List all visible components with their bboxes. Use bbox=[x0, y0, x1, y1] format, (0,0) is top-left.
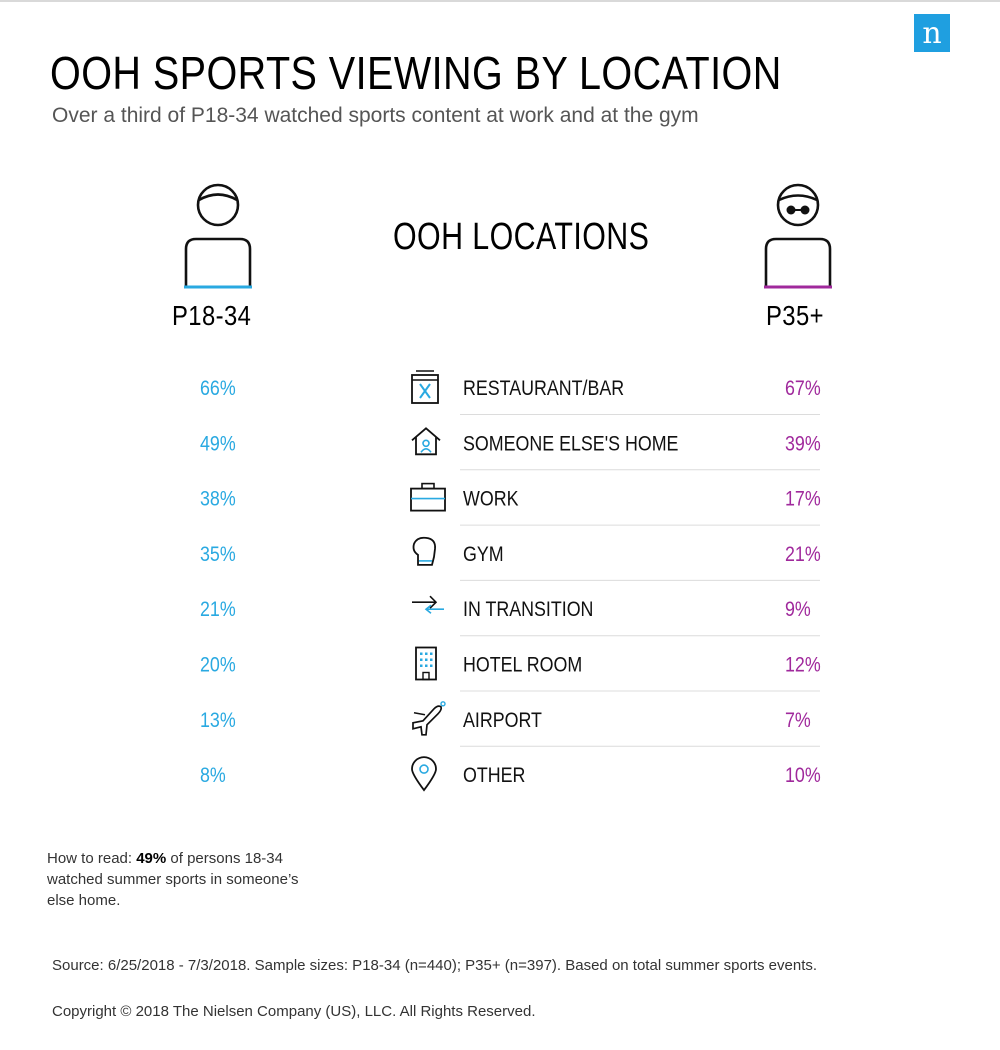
location-table: 66% RESTAURANT/BAR 67% 49% SOMEONE ELSE'S HO… bbox=[200, 370, 821, 792]
p35plus-value: 39% bbox=[785, 432, 821, 456]
p18-34-header: P18-34 bbox=[172, 300, 252, 331]
how-to-read-prefix: How to read: bbox=[47, 850, 137, 867]
p35plus-value: 9% bbox=[785, 598, 811, 622]
p18-34-value: 8% bbox=[200, 764, 226, 788]
p35plus-value: 21% bbox=[785, 543, 821, 567]
boxing-glove-icon bbox=[412, 536, 436, 566]
location-label: GYM bbox=[463, 543, 504, 567]
p18-34-value: 49% bbox=[200, 432, 236, 456]
location-label: WORK bbox=[463, 487, 518, 511]
p35plus-value: 7% bbox=[785, 708, 811, 732]
page-title: OOH SPORTS VIEWING BY LOCATION bbox=[50, 47, 782, 99]
p18-34-value: 35% bbox=[200, 543, 236, 567]
briefcase-icon bbox=[410, 482, 446, 512]
airplane-icon bbox=[412, 701, 446, 736]
p35plus-value: 67% bbox=[785, 377, 821, 401]
logo-letter: n bbox=[922, 16, 942, 51]
how-to-read-note: How to read: 49% of persons 18-34 watche… bbox=[47, 848, 307, 911]
restaurant-icon bbox=[411, 370, 439, 404]
location-label: IN TRANSITION bbox=[463, 598, 593, 622]
p18-34-value: 20% bbox=[200, 653, 236, 677]
transition-arrows-icon bbox=[412, 595, 444, 614]
page-subtitle: Over a third of P18-34 watched sports co… bbox=[52, 104, 699, 127]
copyright-note: Copyright © 2018 The Nielsen Company (US… bbox=[52, 1003, 536, 1020]
p18-34-value: 21% bbox=[200, 598, 236, 622]
young-person-icon bbox=[184, 183, 252, 289]
source-note: Source: 6/25/2018 - 7/3/2018. Sample siz… bbox=[52, 957, 818, 974]
how-to-read-suffix: of persons 18-34 watched summer sports i… bbox=[47, 850, 299, 909]
location-label: RESTAURANT/BAR bbox=[463, 377, 624, 401]
p35plus-value: 10% bbox=[785, 764, 821, 788]
map-pin-icon bbox=[411, 756, 437, 792]
home-icon bbox=[411, 427, 441, 456]
p18-34-value: 38% bbox=[200, 487, 236, 511]
older-person-icon bbox=[764, 183, 832, 289]
nielsen-logo: n bbox=[914, 14, 950, 52]
p35plus-value: 12% bbox=[785, 653, 821, 677]
p18-34-value: 66% bbox=[200, 377, 236, 401]
location-label: OTHER bbox=[463, 764, 525, 788]
ooh-locations-header: OOH LOCATIONS bbox=[393, 216, 650, 258]
location-label: HOTEL ROOM bbox=[463, 653, 582, 677]
p18-34-value: 13% bbox=[200, 708, 236, 732]
how-to-read-value: 49% bbox=[136, 850, 167, 867]
hotel-icon bbox=[415, 646, 437, 681]
top-divider bbox=[0, 0, 1000, 2]
location-label: AIRPORT bbox=[463, 708, 542, 732]
p35plus-value: 17% bbox=[785, 487, 821, 511]
location-label: SOMEONE ELSE'S HOME bbox=[463, 432, 678, 456]
p35plus-header: P35+ bbox=[766, 300, 824, 331]
